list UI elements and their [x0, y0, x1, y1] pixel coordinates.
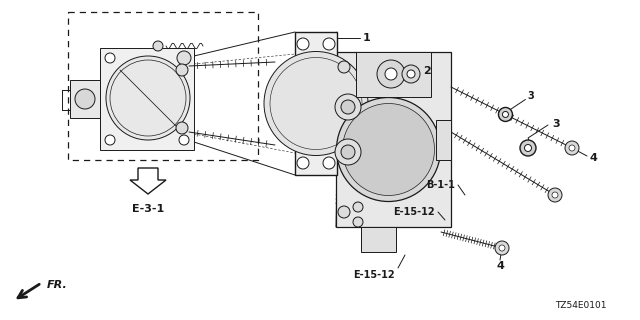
Bar — [70, 80, 100, 118]
Circle shape — [297, 38, 309, 50]
Circle shape — [407, 70, 415, 78]
Circle shape — [335, 139, 361, 165]
Text: 3: 3 — [527, 92, 534, 101]
Circle shape — [105, 135, 115, 145]
Bar — [356, 52, 431, 97]
Polygon shape — [100, 48, 194, 150]
Circle shape — [569, 145, 575, 151]
Text: 4: 4 — [496, 261, 504, 271]
Text: 1: 1 — [363, 33, 371, 43]
Text: E-15-12: E-15-12 — [353, 270, 395, 280]
Circle shape — [499, 245, 505, 251]
Text: E-3-1: E-3-1 — [132, 204, 164, 214]
Text: 3: 3 — [552, 119, 559, 129]
Text: E-15-12: E-15-12 — [394, 207, 435, 217]
Polygon shape — [130, 168, 166, 194]
Text: FR.: FR. — [47, 280, 68, 290]
Circle shape — [106, 56, 190, 140]
Circle shape — [323, 157, 335, 169]
Circle shape — [525, 145, 531, 151]
Bar — [361, 227, 396, 252]
Text: TZ54E0101: TZ54E0101 — [555, 301, 607, 310]
Circle shape — [341, 145, 355, 159]
Circle shape — [335, 94, 361, 120]
Text: B-1-1: B-1-1 — [426, 180, 455, 190]
Circle shape — [565, 141, 579, 155]
Circle shape — [377, 60, 405, 88]
Circle shape — [495, 241, 509, 255]
Circle shape — [323, 38, 335, 50]
Text: 4: 4 — [590, 153, 598, 163]
Circle shape — [499, 108, 513, 122]
Bar — [336, 52, 451, 227]
Bar — [295, 32, 337, 175]
Circle shape — [342, 103, 435, 196]
Circle shape — [520, 140, 536, 156]
Circle shape — [385, 68, 397, 80]
Circle shape — [264, 52, 368, 156]
Circle shape — [75, 89, 95, 109]
Circle shape — [177, 51, 191, 65]
Text: 2: 2 — [423, 66, 431, 76]
Circle shape — [341, 100, 355, 114]
Circle shape — [176, 64, 188, 76]
Circle shape — [353, 202, 363, 212]
Circle shape — [402, 65, 420, 83]
Circle shape — [338, 206, 350, 218]
Bar — [68, 12, 258, 160]
Circle shape — [337, 98, 440, 202]
Circle shape — [338, 61, 350, 73]
Circle shape — [548, 188, 562, 202]
Circle shape — [179, 135, 189, 145]
Circle shape — [153, 41, 163, 51]
Circle shape — [105, 53, 115, 63]
Circle shape — [502, 111, 508, 117]
Circle shape — [353, 217, 363, 227]
Circle shape — [179, 53, 189, 63]
Bar — [436, 119, 451, 159]
Circle shape — [552, 192, 558, 198]
Circle shape — [297, 157, 309, 169]
Circle shape — [176, 122, 188, 134]
